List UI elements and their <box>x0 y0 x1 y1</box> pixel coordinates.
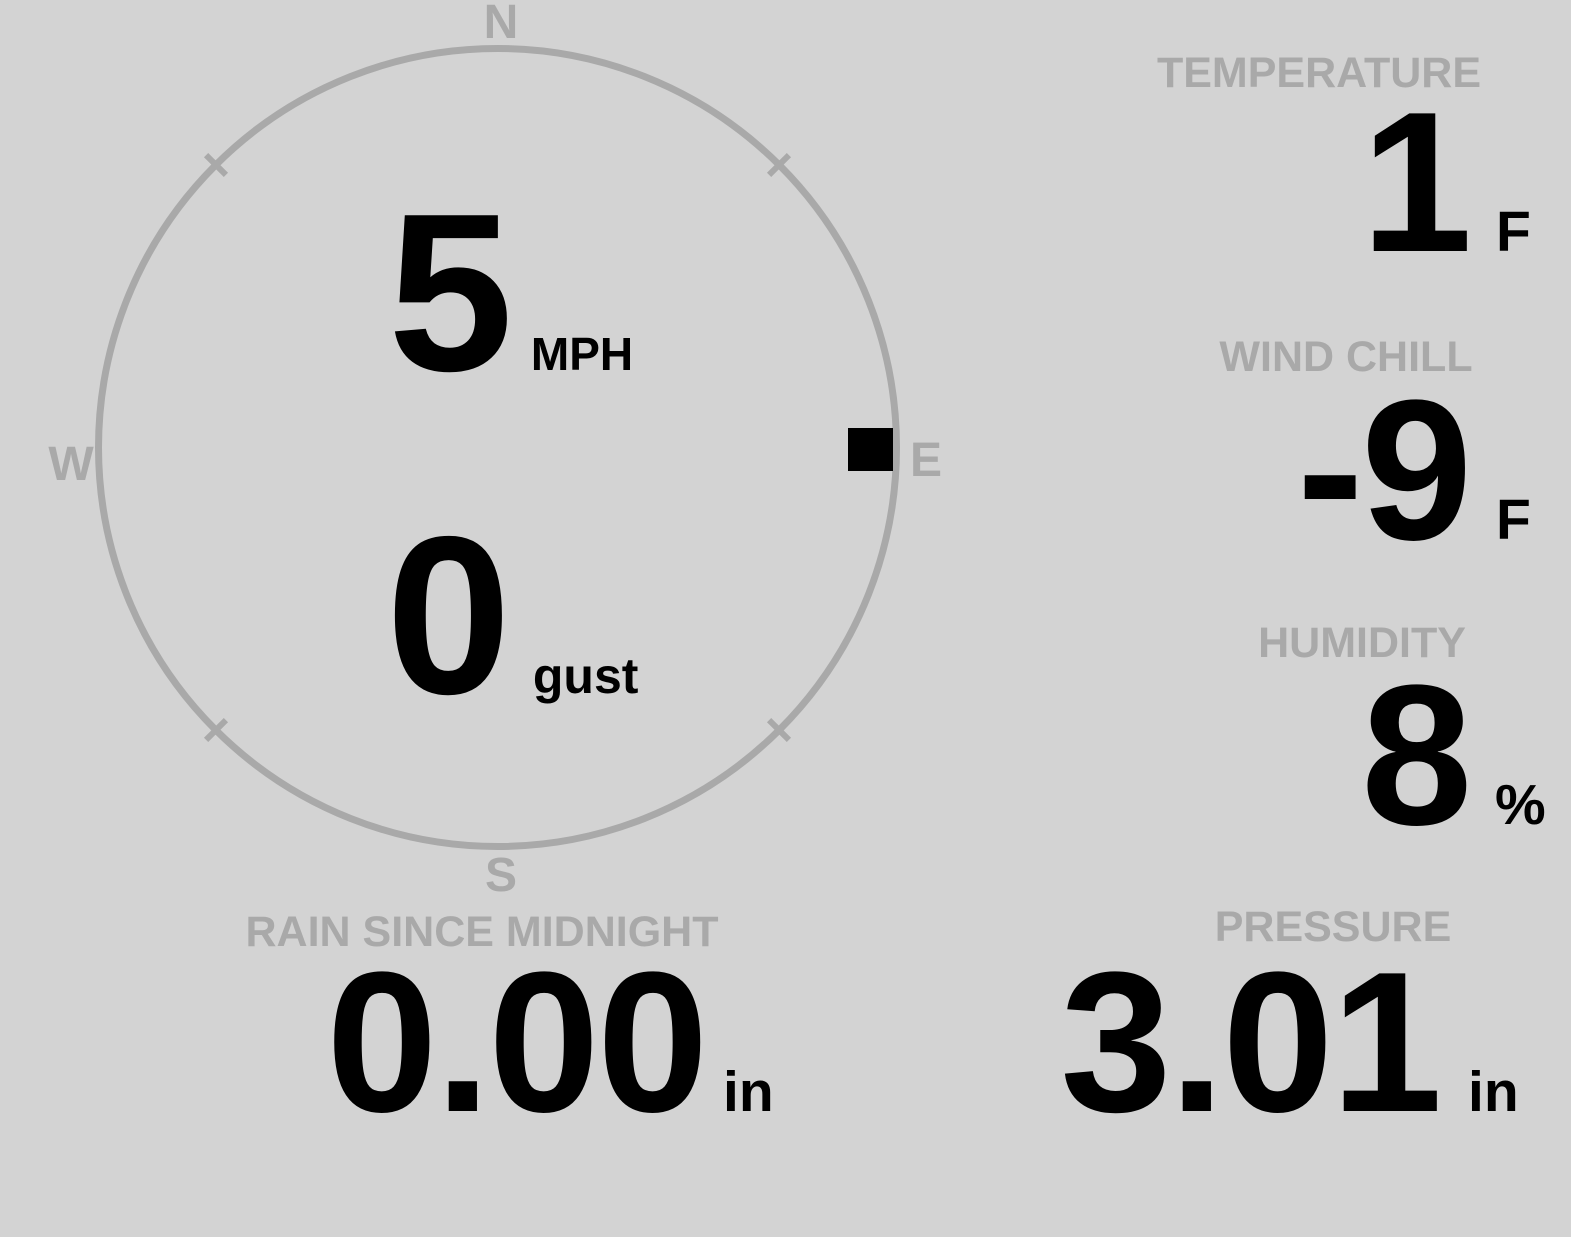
humidity-unit: % <box>1495 773 1546 837</box>
rain-label: RAIN SINCE MIDNIGHT <box>245 908 719 956</box>
wind-gust-unit: gust <box>532 648 639 704</box>
pressure-label: PRESSURE <box>1214 903 1452 951</box>
rain-unit: in <box>723 1060 774 1124</box>
compass-label-south: S <box>484 849 518 902</box>
temperature-label: TEMPERATURE <box>1156 49 1482 97</box>
temperature-value: 1 <box>1361 71 1472 294</box>
wind-chill-label: WIND CHILL <box>1219 333 1473 381</box>
humidity-label: HUMIDITY <box>1258 619 1466 667</box>
wind-speed-value: 5 <box>388 166 513 418</box>
wind-chill-unit: F <box>1496 488 1531 552</box>
wind-chill-value: -9 <box>1296 359 1472 582</box>
pressure-unit: in <box>1468 1060 1519 1124</box>
compass-circle <box>95 45 900 850</box>
humidity-value: 8 <box>1361 644 1472 867</box>
rain-value: 0.00 <box>326 931 708 1154</box>
wind-direction-marker <box>848 428 893 471</box>
compass-label-west: W <box>48 438 94 491</box>
wind-speed-unit: MPH <box>530 328 634 380</box>
wind-gust-value: 0 <box>386 489 511 741</box>
wind-gust-readout: 0 gust <box>386 503 638 728</box>
pressure-value: 3.01 <box>1060 931 1442 1154</box>
temperature-unit: F <box>1496 200 1531 264</box>
compass-label-east: E <box>909 434 943 487</box>
wind-speed-readout: 5 MPH <box>388 180 633 405</box>
compass-label-north: N <box>483 0 519 49</box>
